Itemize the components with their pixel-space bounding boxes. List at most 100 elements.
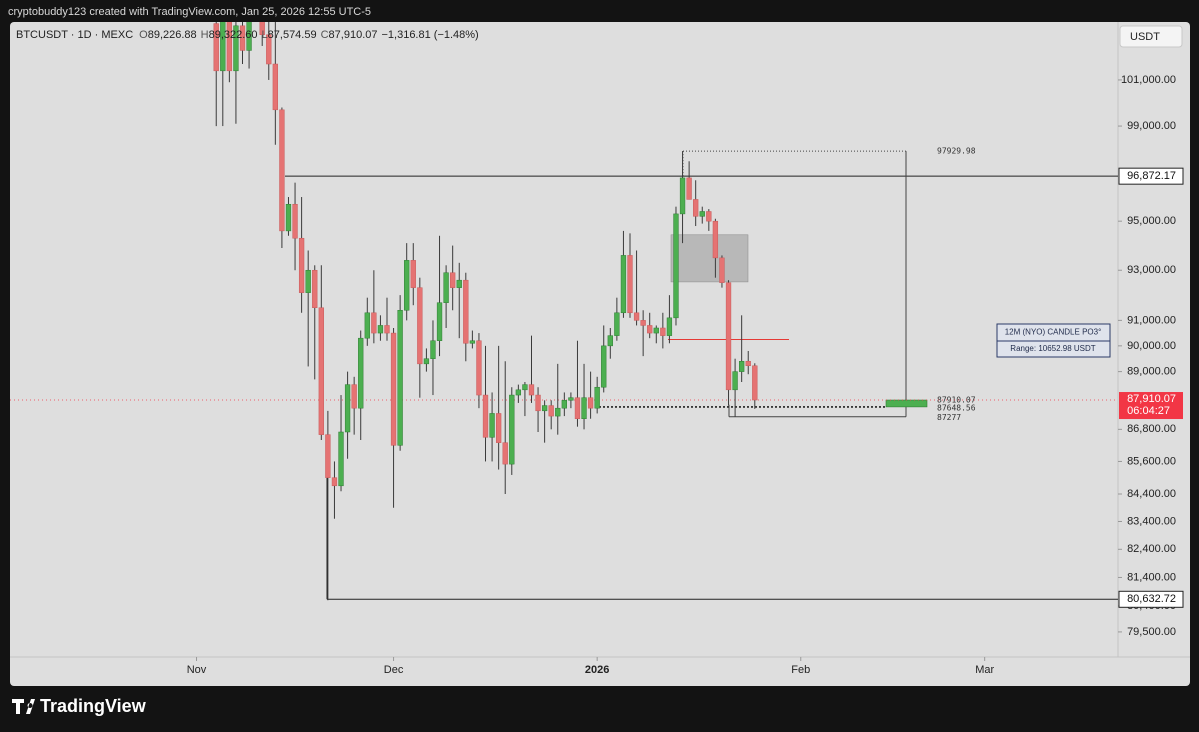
y-tick-label: 79,500.00 <box>1127 626 1176 638</box>
info-text: Range: 10652.98 USDT <box>1010 344 1096 353</box>
footer-logo <box>12 699 35 714</box>
candle-body <box>509 394 515 465</box>
candle-body <box>647 325 653 334</box>
legend-value: 87,910.07 <box>329 29 378 41</box>
candle-body <box>397 310 403 446</box>
candle-body <box>338 431 344 487</box>
candle-body <box>699 211 705 217</box>
candle-body <box>528 384 535 396</box>
currency-button[interactable] <box>1119 25 1183 48</box>
candle-body <box>574 397 581 419</box>
top-bar-text: cryptobuddy123 created with TradingView.… <box>8 6 371 18</box>
candle-body <box>312 269 318 308</box>
candle-body <box>666 317 673 336</box>
candle-body <box>614 312 620 336</box>
candle-body <box>633 312 640 321</box>
candle-body <box>489 413 495 438</box>
price-label: 96,872.17 <box>1127 170 1176 182</box>
y-tick-label: 86,800.00 <box>1127 423 1176 435</box>
level-label: 87648.56 <box>937 403 976 412</box>
candle-body <box>331 477 338 487</box>
candle-body <box>364 312 370 339</box>
candle-body <box>476 340 482 396</box>
x-tick-label: Mar <box>975 664 994 676</box>
candle-body <box>298 237 305 293</box>
candle-body <box>266 34 272 65</box>
last-price-box <box>1119 392 1183 420</box>
candle-body <box>752 365 758 401</box>
level-box <box>885 399 928 408</box>
candle-body <box>417 287 423 365</box>
y-tick-label: 91,000.00 <box>1127 314 1176 326</box>
candle-body <box>404 260 410 311</box>
candle-body <box>725 282 732 391</box>
y-tick-label: 99,000.00 <box>1127 120 1176 132</box>
candle-body <box>587 397 594 409</box>
legend-value: 87,574.59 <box>268 29 317 41</box>
candle-body <box>555 407 561 417</box>
candle-body <box>443 272 449 303</box>
candle-body <box>423 358 430 365</box>
y-tick-label: 90,000.00 <box>1127 340 1176 352</box>
price-label: 80,632.72 <box>1127 593 1176 605</box>
candle-body <box>515 389 522 396</box>
candle-body <box>653 327 659 334</box>
candle-body <box>272 63 278 111</box>
y-tick-label: 101,000.00 <box>1121 74 1176 86</box>
candle-body <box>745 361 751 366</box>
y-tick-label: 83,400.00 <box>1127 515 1176 527</box>
candle-body <box>495 413 502 443</box>
candle-body <box>561 400 567 409</box>
price-label-box <box>1118 167 1184 185</box>
x-tick-label: 2026 <box>585 664 609 676</box>
y-tick-label: 81,400.00 <box>1127 571 1176 583</box>
candle-body <box>384 325 390 334</box>
last-price-label: 87,910.07 <box>1127 393 1176 405</box>
level-label: 97929.98 <box>937 147 976 156</box>
candle-body <box>233 25 239 72</box>
candle-body <box>620 255 627 314</box>
logo-icon <box>12 699 35 714</box>
info-box <box>996 340 1111 358</box>
candle-body <box>390 332 397 446</box>
candle-body <box>279 109 285 232</box>
legend-value: 89,322.60 <box>209 29 258 41</box>
x-tick-label: Feb <box>791 664 810 676</box>
candle-body <box>325 434 331 478</box>
candle-body <box>436 302 443 341</box>
candle-body <box>594 386 600 409</box>
candle-body <box>351 384 357 409</box>
legend-key: O <box>139 29 148 41</box>
info-text: 12M (NYO) CANDLE PO3° <box>1005 328 1102 337</box>
candle-body <box>377 325 384 334</box>
candle-body <box>246 22 252 51</box>
candle-body <box>410 260 416 288</box>
candle-body <box>732 371 738 391</box>
legend-value: 89,226.88 <box>148 29 197 41</box>
y-tick-label: 84,400.00 <box>1127 488 1176 500</box>
candle-body <box>522 384 528 391</box>
candle-body <box>220 22 226 72</box>
chart-panel <box>10 22 1190 686</box>
candle-body <box>706 211 712 222</box>
legend-symbol: BTCUSDT · 1D · MEXC <box>16 29 133 41</box>
candle-body <box>450 272 456 288</box>
candle-body <box>601 345 607 388</box>
candle-body <box>213 23 219 72</box>
y-tick-label: 82,400.00 <box>1127 543 1176 555</box>
candle-body <box>456 279 462 288</box>
legend-change: −1,316.81 (−1.48%) <box>381 29 478 41</box>
currency-label[interactable]: USDT <box>1130 31 1160 43</box>
legend-key: C <box>321 29 329 41</box>
zone-box <box>670 234 749 283</box>
candle-body <box>371 312 377 334</box>
candle-body <box>318 307 324 435</box>
candle-body <box>285 203 292 232</box>
candle-body <box>292 203 298 239</box>
candle-body <box>673 213 679 319</box>
candle-body <box>712 220 719 259</box>
candle-body <box>686 177 692 200</box>
candle-body <box>568 397 574 401</box>
